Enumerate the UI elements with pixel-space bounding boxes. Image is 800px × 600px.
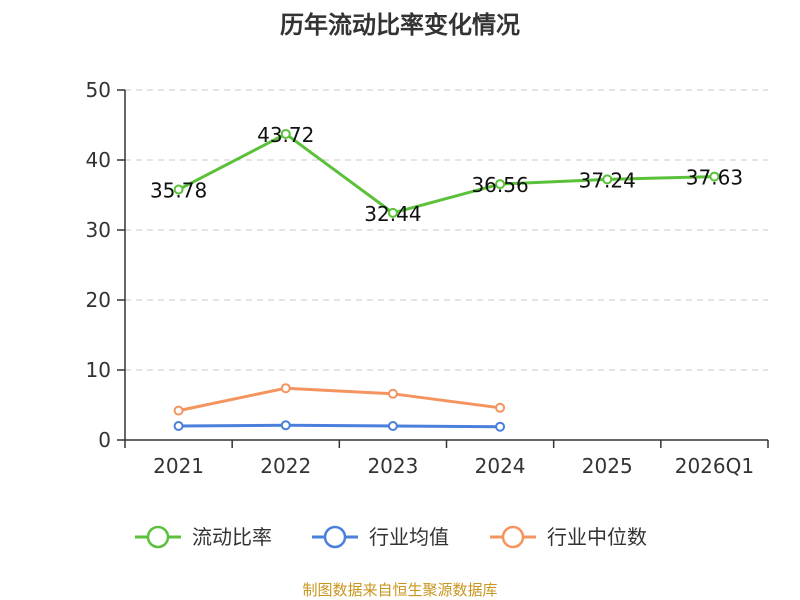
- data-label: 36.56: [471, 173, 528, 197]
- series-industry_median: [173, 383, 506, 416]
- data-point[interactable]: [602, 174, 613, 185]
- data-point[interactable]: [280, 420, 291, 431]
- legend-swatch-marker: [146, 525, 170, 549]
- data-label: 35.78: [150, 179, 207, 203]
- legend-swatch-marker: [501, 525, 525, 549]
- data-label: 37.63: [686, 166, 743, 190]
- legend-item-industry_median[interactable]: 行业中位数: [490, 525, 647, 549]
- legend-label: 流动比率: [192, 525, 272, 549]
- source-note: 制图数据来自恒生聚源数据库: [302, 581, 497, 599]
- data-point[interactable]: [280, 128, 291, 139]
- data-point[interactable]: [387, 421, 398, 431]
- legend-label: 行业中位数: [547, 525, 647, 549]
- series-line-industry_median: [178, 386, 501, 413]
- data-label: 37.24: [579, 168, 636, 192]
- series-layer: [173, 128, 720, 432]
- data-point[interactable]: [173, 405, 184, 416]
- data-point[interactable]: [173, 421, 184, 431]
- legend[interactable]: 流动比率 行业均值 行业中位数: [135, 525, 647, 549]
- data-point[interactable]: [387, 388, 398, 399]
- series-line-industry_mean: [178, 423, 501, 429]
- x-axis: 2021 2022 2023 2024 2025 2026Q1: [124, 439, 769, 478]
- grid-lines: [125, 89, 768, 371]
- x-tick-label: 2025: [582, 454, 633, 478]
- y-tick-label: 10: [86, 358, 111, 382]
- x-tick-label: 2021: [153, 454, 204, 478]
- y-axis: 0 10 20 30 40 50: [86, 78, 126, 452]
- x-tick-label: 2026Q1: [675, 454, 754, 478]
- data-point[interactable]: [495, 179, 506, 190]
- data-point[interactable]: [387, 207, 398, 218]
- series-industry_mean: [173, 420, 506, 432]
- chart-title: 历年流动比率变化情况: [280, 11, 520, 39]
- x-tick-label: 2022: [260, 454, 311, 478]
- legend-swatch-marker: [323, 525, 347, 549]
- x-tick-label: 2024: [475, 454, 526, 478]
- series-current_ratio: [173, 128, 720, 218]
- legend-item-current_ratio[interactable]: 流动比率: [135, 525, 272, 549]
- legend-item-industry_mean[interactable]: 行业均值: [312, 525, 449, 549]
- data-point[interactable]: [709, 171, 720, 182]
- data-point[interactable]: [173, 184, 184, 195]
- data-point[interactable]: [280, 383, 291, 394]
- data-point[interactable]: [495, 402, 506, 413]
- legend-label: 行业均值: [369, 525, 449, 549]
- y-tick-label: 40: [86, 148, 111, 172]
- y-tick-label: 20: [86, 288, 111, 312]
- y-tick-label: 0: [98, 428, 111, 452]
- data-labels: 35.78 43.72 32.44 36.56 37.24 37.63: [150, 123, 743, 226]
- data-label: 32.44: [364, 202, 421, 226]
- series-line-current_ratio: [177, 132, 715, 215]
- y-tick-label: 30: [86, 218, 111, 242]
- data-label: 43.72: [257, 123, 314, 147]
- x-tick-label: 2023: [367, 454, 418, 478]
- data-point[interactable]: [495, 421, 506, 432]
- y-tick-label: 50: [86, 78, 111, 102]
